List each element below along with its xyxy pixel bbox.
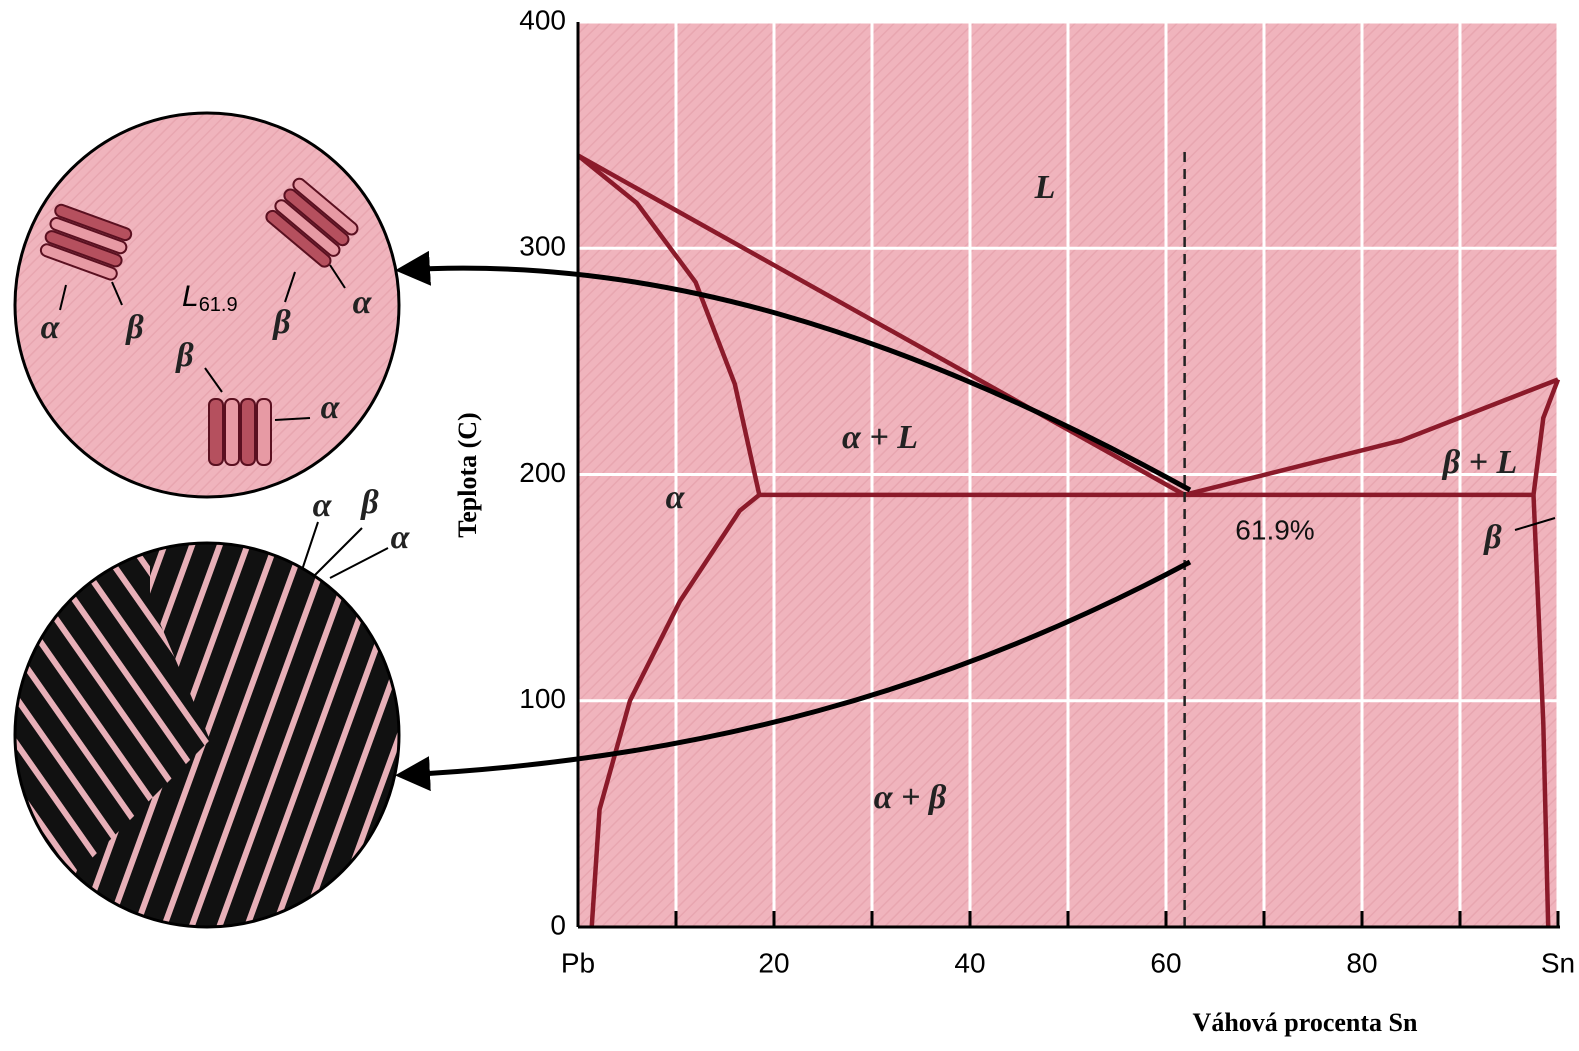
- y-tick-label: 100: [519, 683, 566, 714]
- region-label: 61.9%: [1235, 514, 1314, 545]
- y-tick-label: 400: [519, 4, 566, 35]
- inset-title: L61.9: [182, 280, 238, 316]
- region-label: α + L: [842, 419, 918, 456]
- x-tick-label: 60: [1150, 947, 1181, 978]
- region-label: β + L: [1441, 444, 1518, 481]
- curves: [576, 146, 1561, 928]
- colonies: [39, 177, 359, 466]
- phase-boundary: [576, 153, 1186, 497]
- phase-label: β: [174, 337, 194, 374]
- x-tick-label: Pb: [561, 947, 595, 978]
- x-tick-label: 80: [1346, 947, 1377, 978]
- inset-border: [13, 541, 401, 929]
- phase-label: α: [313, 487, 333, 524]
- phase-label: α: [321, 389, 341, 426]
- phase-boundary: [1531, 494, 1551, 928]
- y-tick-label: 0: [550, 909, 566, 940]
- region-label: L: [1034, 169, 1056, 206]
- phase-label: β: [124, 309, 144, 346]
- region-label: α + β: [874, 779, 947, 816]
- arrow-liquid: [395, 250, 1192, 493]
- y-axis-title: Teplota (C): [453, 412, 482, 537]
- inset-title-sub: 61.9: [199, 294, 238, 316]
- phase-boundary: [576, 153, 762, 496]
- pointer-arrows: [59, 264, 1556, 579]
- phase-boundary: [589, 493, 761, 928]
- inset-eutectic: [15, 543, 399, 927]
- inset-title-main: L: [182, 280, 199, 313]
- x-axis-title: Váhová procenta Sn: [1193, 1008, 1418, 1037]
- x-tick-label: 20: [758, 947, 789, 978]
- x-tick-label: Sn: [1541, 947, 1575, 978]
- phase-boundary: [1531, 378, 1561, 496]
- y-tick-label: 300: [519, 231, 566, 262]
- arrow-solid: [395, 559, 1192, 792]
- phase-label: α: [41, 309, 61, 346]
- phase-label: α: [353, 284, 373, 321]
- phase-label: β: [271, 304, 291, 341]
- phase-boundary: [1184, 377, 1559, 498]
- x-tick-label: 40: [954, 947, 985, 978]
- y-tick-label: 200: [519, 457, 566, 488]
- region-label: β: [1482, 519, 1502, 556]
- phase-label: α: [391, 519, 411, 556]
- phase-label: β: [359, 484, 379, 521]
- region-label: α: [666, 479, 686, 516]
